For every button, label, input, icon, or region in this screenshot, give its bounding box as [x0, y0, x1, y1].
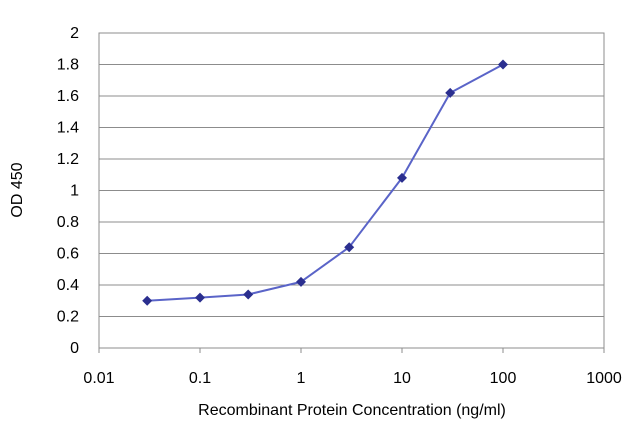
y-tick-label: 0.8	[57, 214, 79, 231]
y-tick-label: 0.4	[57, 277, 79, 294]
data-point-marker	[296, 276, 306, 287]
data-point-marker	[243, 289, 254, 300]
x-axis-label: Recombinant Protein Concentration (ng/ml…	[198, 402, 506, 419]
data-point-marker	[142, 295, 153, 306]
data-point-marker	[498, 59, 508, 70]
x-tick-label: 100	[490, 370, 517, 387]
data-point-marker	[397, 172, 407, 183]
y-axis-label: OD 450	[9, 162, 26, 217]
data-point-marker	[445, 87, 456, 98]
x-tick-labels: 0.01 0.1 1 10 100 1000	[83, 348, 622, 387]
y-tick-label: 2	[70, 25, 79, 42]
y-tick-label: 1.4	[57, 120, 79, 137]
x-tick-label: 1000	[586, 370, 622, 387]
x-tick-label: 1	[297, 370, 306, 387]
y-tick-labels: 0 0.2 0.4 0.6 0.8 1 1.2 1.4 1.6 1.8 2	[57, 25, 79, 357]
y-tick-label: 1.2	[57, 151, 79, 168]
y-tick-label: 1.6	[57, 88, 79, 105]
y-tick-label: 0	[70, 340, 79, 357]
y-tick-label: 0.2	[57, 309, 79, 326]
gridlines	[99, 32, 604, 317]
x-tick-label: 10	[393, 370, 411, 387]
series-layer	[142, 59, 508, 306]
y-tick-label: 1.8	[57, 57, 79, 74]
y-tick-label: 0.6	[57, 246, 79, 263]
series-line	[147, 63, 504, 302]
y-tick-label: 1	[70, 183, 79, 200]
x-tick-label: 0.1	[189, 370, 211, 387]
data-point-marker	[344, 242, 355, 253]
x-tick-label: 0.01	[83, 370, 114, 387]
data-point-marker	[195, 292, 205, 303]
